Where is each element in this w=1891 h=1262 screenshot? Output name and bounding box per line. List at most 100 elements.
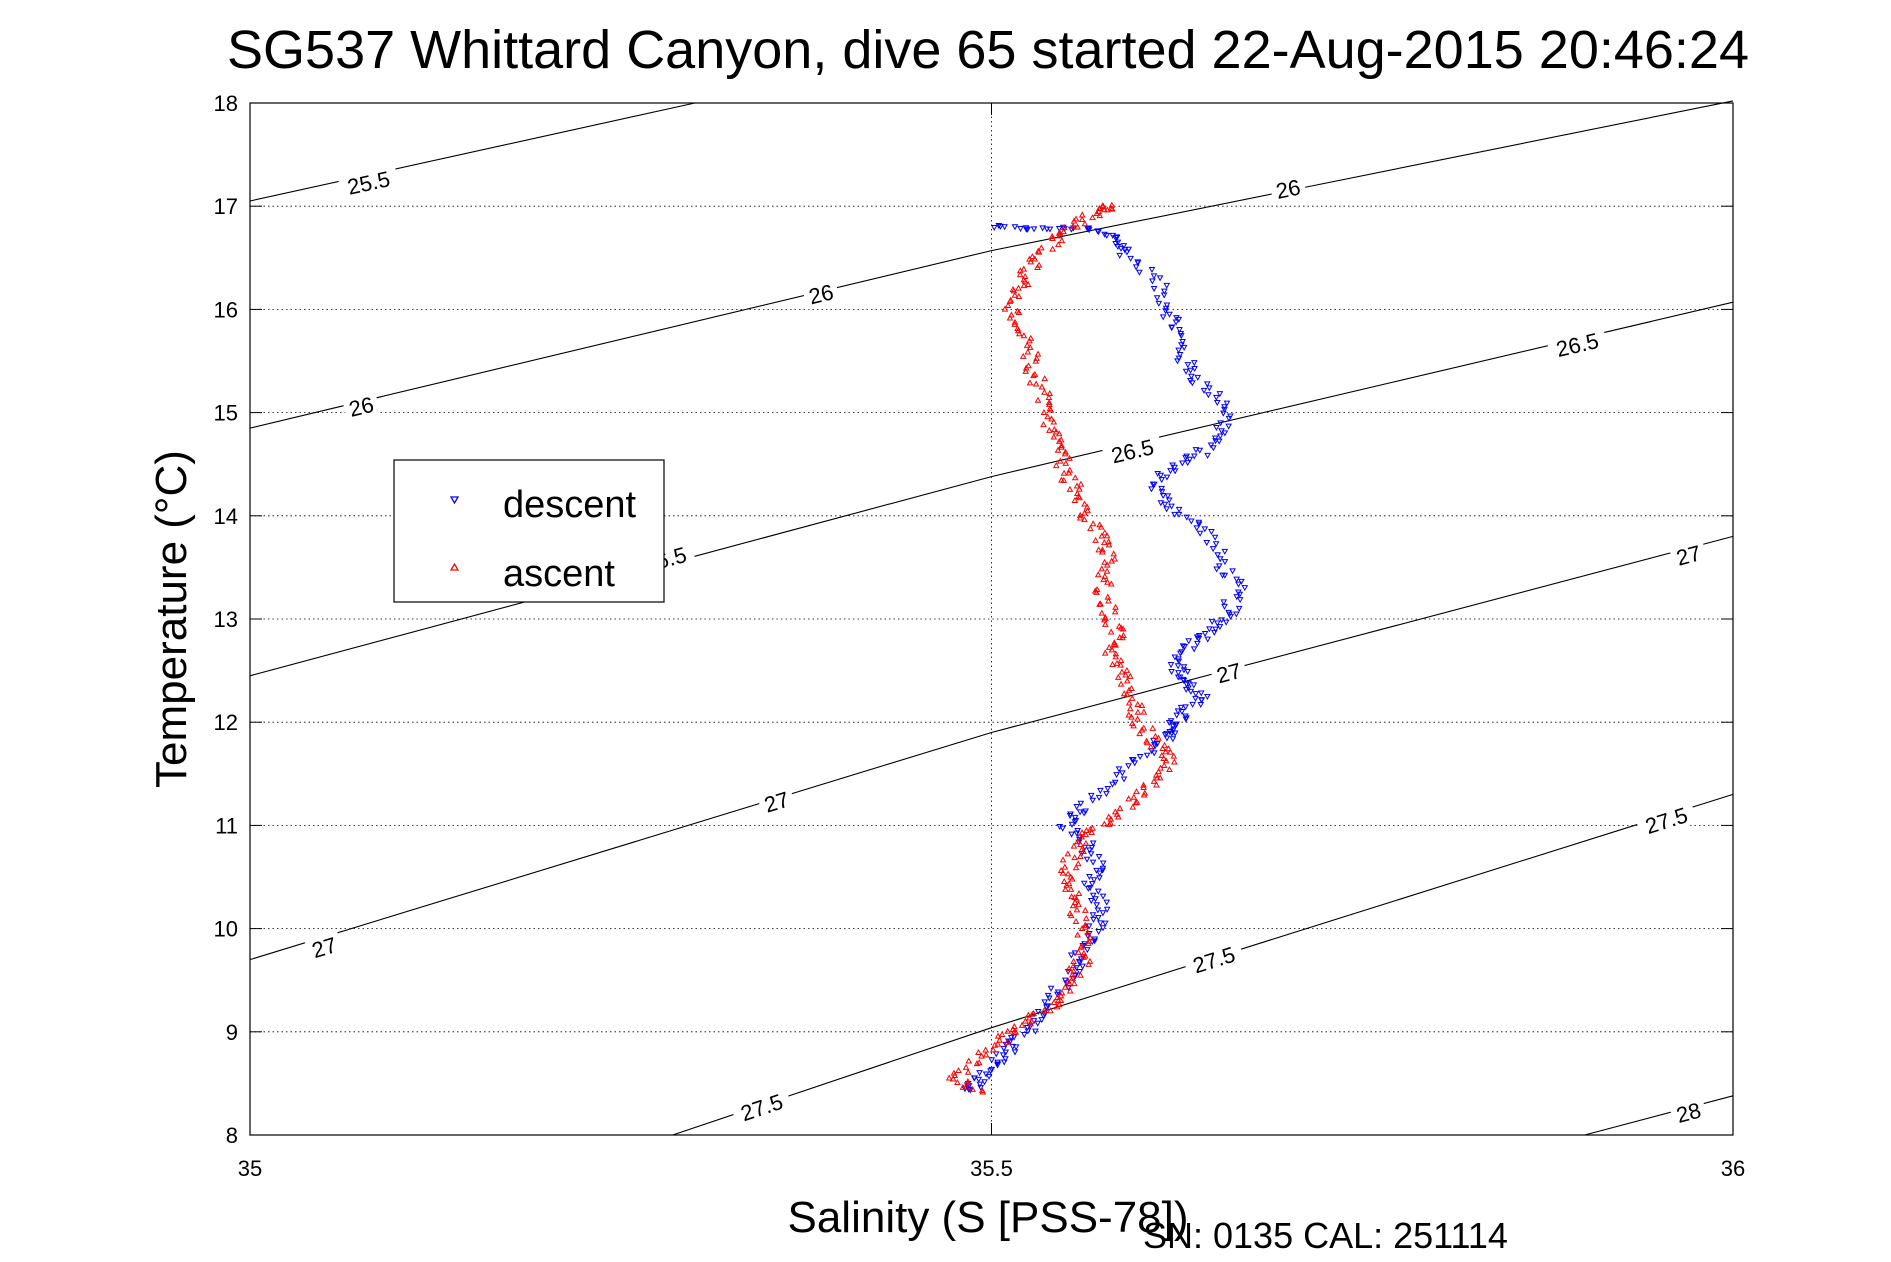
descent-point [1043,1004,1050,1011]
descent-point [1221,548,1229,555]
descent-point [1168,503,1175,510]
descent-point [1171,468,1179,475]
ascent-point [1160,761,1168,769]
ascent-point [1041,1006,1048,1013]
descent-point [1085,923,1093,930]
ascent-point [1015,292,1023,299]
descent-point [1120,776,1128,783]
ascent-point [965,1057,973,1064]
descent-point [1095,928,1103,935]
ascent-point [1117,680,1125,687]
descent-point [1235,605,1243,612]
descent-point [1195,635,1203,642]
descent-point [1195,521,1203,528]
contour-label-mask [1635,800,1698,841]
ascent-point [1057,866,1065,874]
descent-point [1187,367,1194,374]
descent-point [1192,691,1200,698]
descent-point [1148,267,1156,274]
ascent-point [969,1085,976,1092]
contour-label-mask [1269,173,1308,204]
descent-point [1079,963,1086,970]
legend-label-ascent: ascent [503,553,615,595]
descent-point [1182,704,1189,711]
descent-point [999,1052,1007,1059]
ascent-point [975,1059,983,1066]
descent-point [1076,960,1084,967]
descent-point [1101,920,1109,927]
ascent-point [1095,208,1103,215]
descent-point [1094,888,1102,895]
ascent-point [1068,971,1076,978]
descent-point [1076,809,1084,816]
legend-marker-ascent [449,562,460,571]
descent-point [1114,239,1122,246]
ascent-point [1101,649,1109,656]
ascent-point [1060,469,1068,476]
ascent-point [1025,362,1032,369]
descent-point [1187,518,1195,525]
ascent-point [1034,247,1042,254]
descent-point [1109,781,1116,788]
descent-point [1186,456,1194,463]
descent-point [1024,1028,1032,1035]
ascent-point [962,1083,970,1090]
descent-point [1168,730,1176,737]
ascent-point [1058,989,1066,996]
descent-point [1151,743,1159,750]
ascent-point [1060,877,1068,885]
descent-point [1216,556,1224,563]
descent-point [1089,840,1097,847]
ascent-point [1048,232,1056,239]
ascent-point [964,1078,972,1085]
descent-point [1099,867,1107,874]
descent-point [1174,663,1182,670]
ascent-point [1098,609,1106,616]
ascent-point [1064,850,1072,857]
descent-point [1190,453,1198,460]
ascent-point [1143,737,1150,744]
descent-point [1175,347,1182,354]
descent-point [1047,985,1055,992]
ascent-point [1085,960,1092,967]
descent-point [1172,722,1179,729]
plot-area: 25.526262626.526.526.52727272727.527.527… [214,91,1746,1181]
ascent-point [1170,758,1178,765]
descent-point [1221,406,1228,413]
ascent-point [1094,571,1102,578]
descent-point [1180,344,1188,351]
ascent-point [1082,914,1090,921]
ascent-point [1076,485,1083,492]
descent-point [976,1081,984,1088]
ascent-point [1105,643,1113,650]
descent-point [985,1073,993,1080]
descent-point [1212,438,1219,445]
descent-point [1090,877,1098,884]
descent-point [1099,925,1107,932]
descent-point [1201,630,1209,638]
ascent-point [1065,880,1073,887]
ascent-point [1111,808,1119,815]
descent-point [1159,493,1167,500]
ascent-point [1113,659,1121,666]
descent-point [1022,225,1030,232]
ascent-point [1004,1027,1012,1034]
ascent-point [1015,284,1022,291]
ascent-point [1153,781,1160,788]
descent-point [1179,460,1186,467]
ascent-point [1112,603,1119,610]
ascent-point [1165,745,1172,752]
ascent-point [1078,215,1086,222]
ascent-point [1110,639,1118,646]
descent-point [1176,650,1184,657]
descent-point [1038,1017,1046,1024]
ascent-point [1015,330,1023,337]
ascent-point [1114,673,1122,680]
ascent-point [1070,967,1077,974]
ascent-point [1119,625,1127,632]
descent-point [1087,898,1095,905]
ascent-point [1074,223,1081,230]
y-tick-label: 15 [214,401,238,426]
descent-point [1073,830,1081,837]
descent-point [1217,420,1224,427]
